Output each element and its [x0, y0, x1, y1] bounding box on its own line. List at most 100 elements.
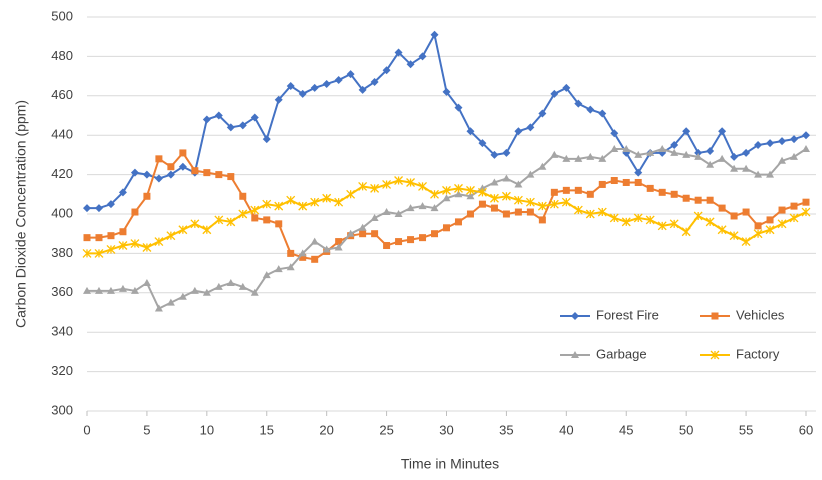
legend-label: Garbage [596, 346, 647, 361]
marker [502, 210, 510, 218]
marker [418, 181, 427, 191]
marker [430, 204, 439, 212]
marker [274, 95, 283, 104]
marker [571, 312, 579, 320]
marker [670, 190, 678, 198]
marker [262, 271, 271, 279]
y-tick-label: 340 [51, 324, 73, 339]
marker [718, 154, 727, 162]
y-tick-label: 380 [51, 245, 73, 260]
marker [238, 209, 248, 219]
marker [394, 48, 403, 57]
x-tick-label: 60 [799, 422, 813, 437]
marker [322, 79, 331, 88]
marker [466, 192, 475, 200]
marker [790, 135, 799, 144]
y-tick-label: 460 [51, 87, 73, 102]
marker [574, 154, 583, 162]
marker [442, 194, 451, 202]
marker [790, 202, 798, 210]
marker [706, 146, 715, 155]
marker [513, 195, 523, 205]
marker [287, 249, 295, 257]
marker [142, 243, 152, 252]
marker [670, 141, 679, 150]
marker [682, 150, 691, 158]
marker [191, 167, 199, 175]
x-tick-label: 10 [200, 422, 214, 437]
marker [95, 234, 103, 242]
x-tick-label: 40 [559, 422, 573, 437]
marker [370, 78, 379, 87]
marker [502, 174, 511, 182]
marker [310, 83, 319, 92]
marker [705, 217, 715, 227]
marker [538, 109, 547, 118]
marker [670, 148, 679, 156]
marker [334, 76, 343, 85]
x-tick-label: 50 [679, 422, 693, 437]
marker [754, 170, 763, 178]
marker [178, 162, 187, 171]
marker [370, 183, 380, 193]
marker [358, 85, 367, 94]
x-tick-label: 20 [319, 422, 333, 437]
marker [286, 81, 295, 90]
marker [334, 197, 344, 207]
legend-item: Vehicles [700, 307, 785, 322]
marker [274, 201, 284, 211]
marker [286, 195, 296, 205]
marker [706, 196, 714, 204]
marker [166, 231, 176, 241]
marker [166, 298, 175, 306]
marker [394, 210, 403, 217]
marker [250, 288, 259, 296]
marker [407, 236, 415, 244]
legend-item: Forest Fire [560, 307, 659, 322]
marker [214, 111, 223, 120]
marker [730, 152, 739, 161]
marker [502, 148, 511, 157]
marker [83, 204, 91, 213]
marker [83, 286, 91, 294]
marker [118, 241, 128, 250]
marker [431, 230, 439, 238]
marker [766, 170, 775, 178]
x-axis-title: Time in Minutes [401, 456, 499, 472]
marker [490, 150, 499, 159]
marker [682, 127, 691, 136]
marker [190, 219, 200, 229]
marker [682, 194, 690, 202]
marker [262, 135, 271, 144]
marker [274, 265, 283, 273]
series-line [87, 31, 807, 210]
marker [442, 185, 451, 195]
marker [657, 221, 667, 231]
marker [561, 197, 571, 207]
marker [310, 237, 319, 245]
marker [358, 181, 368, 191]
marker [118, 188, 127, 197]
y-axis-title: Carbon Dioxide Concentration (ppm) [13, 100, 29, 328]
marker [263, 216, 271, 224]
marker [406, 204, 415, 212]
y-tick-label: 360 [51, 284, 73, 299]
marker [598, 109, 607, 118]
marker [226, 278, 235, 286]
marker [155, 155, 163, 163]
marker [801, 207, 811, 217]
marker [322, 245, 331, 253]
marker [466, 185, 475, 195]
marker [526, 123, 535, 132]
marker [526, 170, 535, 178]
marker [718, 204, 726, 212]
marker [610, 129, 619, 138]
y-tick-label: 500 [51, 8, 73, 23]
x-tick-label: 0 [83, 422, 90, 437]
marker [442, 87, 451, 96]
marker [766, 139, 775, 148]
marker [777, 219, 787, 229]
x-tick-label: 15 [260, 422, 274, 437]
marker [490, 204, 498, 212]
marker [609, 213, 619, 223]
